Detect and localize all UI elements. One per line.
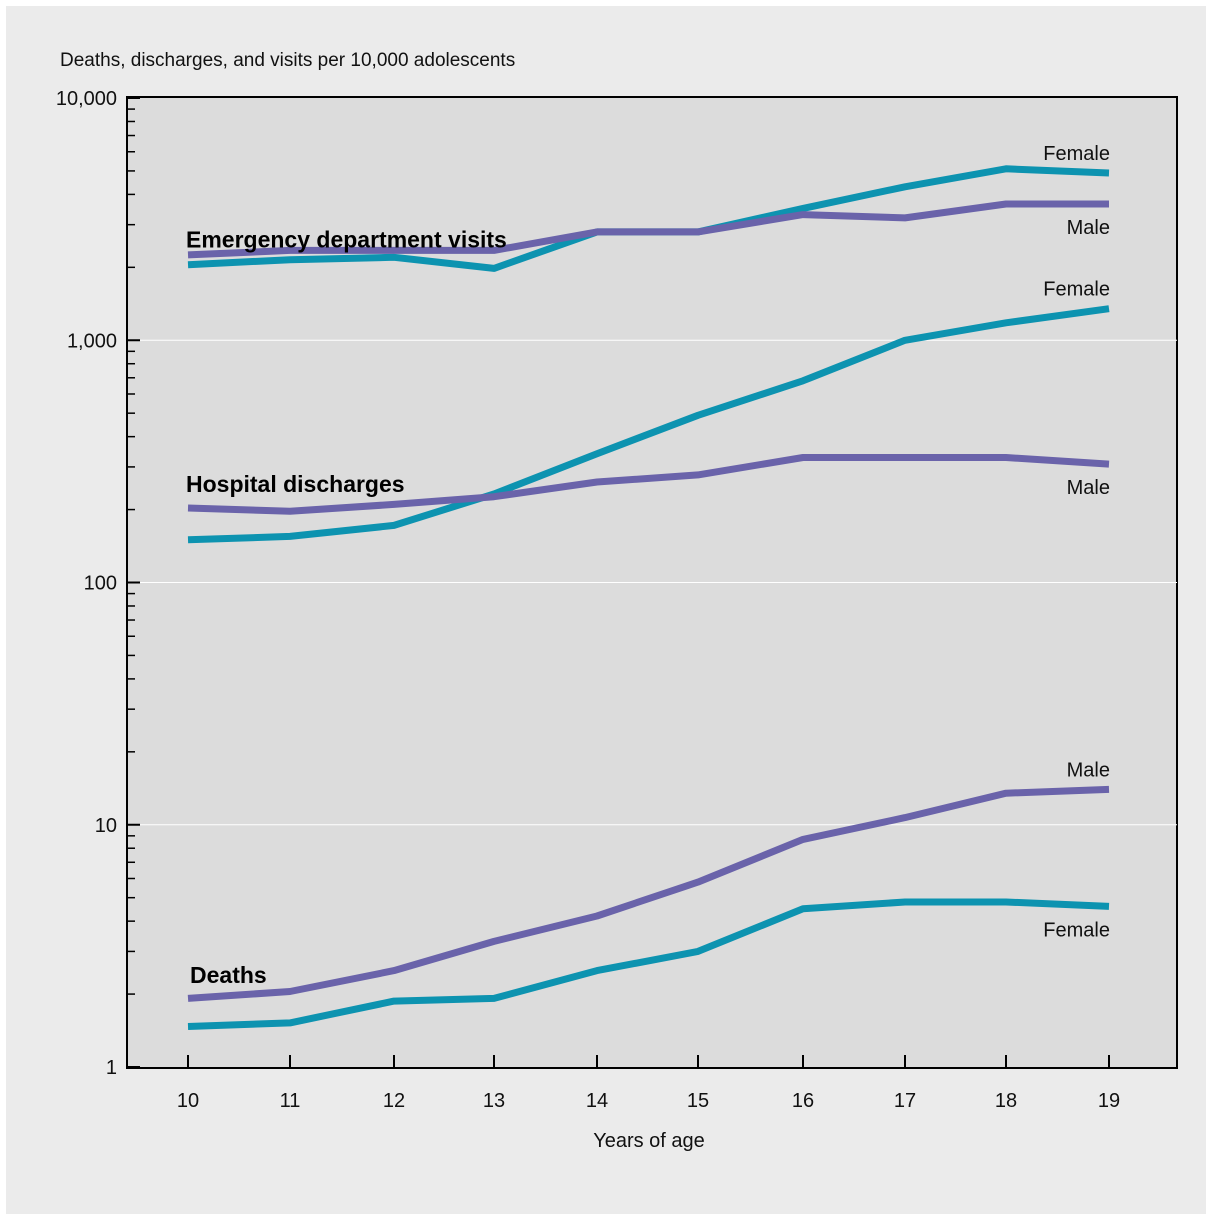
series-end-label: Female bbox=[1043, 279, 1110, 301]
series-end-label: Male bbox=[1067, 477, 1110, 499]
deaths-label: Deaths bbox=[190, 962, 267, 988]
y-axis-label: Deaths, discharges, and visits per 10,00… bbox=[60, 50, 515, 71]
x-tick-label: 12 bbox=[383, 1090, 405, 1112]
x-tick-label: 18 bbox=[995, 1090, 1017, 1112]
y-tick-label: 1 bbox=[106, 1057, 117, 1079]
x-tick-label: 14 bbox=[586, 1090, 608, 1112]
x-axis-label: Years of age bbox=[593, 1130, 705, 1152]
series-end-label: Male bbox=[1067, 217, 1110, 239]
axis-ticks: 1 10 100 1,000 10,000 10 11 12 13 14 15 16 17 18 19 bbox=[56, 88, 1120, 1112]
series-lines bbox=[187, 165, 1110, 1030]
x-tick-label: 11 bbox=[280, 1090, 301, 1112]
x-tick-label: 19 bbox=[1098, 1090, 1120, 1112]
series-end-label: Male bbox=[1067, 759, 1110, 781]
series-line-male bbox=[187, 200, 1109, 259]
ed-visits-label: Emergency department visits bbox=[186, 227, 507, 253]
series-labels: Emergency department visits Female Male Hos… bbox=[186, 143, 1110, 988]
grid-lines bbox=[127, 339, 1177, 826]
series-end-label: Female bbox=[1043, 919, 1110, 941]
x-tick-label: 17 bbox=[894, 1090, 916, 1112]
x-tick-label: 10 bbox=[177, 1090, 199, 1112]
hospital-discharges-label: Hospital discharges bbox=[186, 471, 405, 497]
x-tick-label: 15 bbox=[687, 1090, 709, 1112]
y-tick-label: 1,000 bbox=[67, 330, 117, 352]
x-tick-label: 16 bbox=[792, 1090, 814, 1112]
series-end-label: Female bbox=[1043, 143, 1110, 165]
series-line-male bbox=[187, 454, 1110, 515]
series-line-male bbox=[187, 785, 1110, 1002]
y-tick-label: 10,000 bbox=[56, 88, 117, 110]
series-line-female bbox=[187, 898, 1110, 1030]
y-tick-label: 100 bbox=[84, 573, 117, 595]
x-tick-label: 13 bbox=[483, 1090, 505, 1112]
y-tick-label: 10 bbox=[95, 815, 117, 837]
series-line-female bbox=[187, 305, 1110, 544]
